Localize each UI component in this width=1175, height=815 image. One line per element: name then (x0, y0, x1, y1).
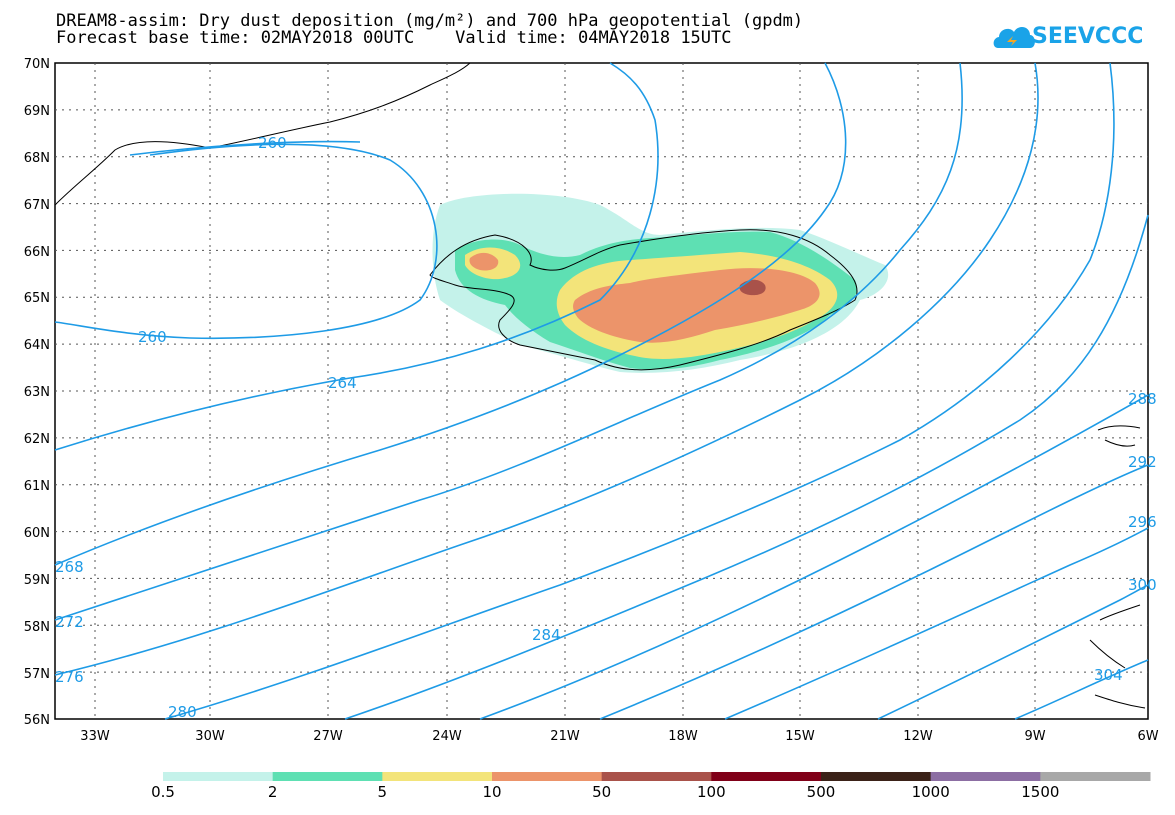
lat-label: 66N (24, 245, 50, 260)
lat-label: 65N (24, 291, 50, 306)
lon-label: 15W (785, 729, 815, 744)
legend-label: 1500 (1021, 783, 1060, 801)
legend-swatch (492, 772, 603, 781)
lat-label: 57N (24, 667, 50, 682)
contour-label: 260 (258, 134, 287, 152)
contour-label: 284 (532, 626, 561, 644)
contour-260-closed (54, 143, 438, 340)
contour-284 (344, 214, 1149, 720)
lat-label: 62N (24, 432, 50, 447)
contour-276 (54, 62, 1039, 676)
lon-label: 12W (903, 729, 933, 744)
contour-264 (54, 62, 659, 451)
longitude-labels: 33W 30W 27W 24W 21W 18W 15W 12W 9W 6W (80, 729, 1158, 744)
legend-colorbar (163, 772, 1151, 781)
lat-label: 68N (24, 151, 50, 166)
lat-label: 70N (24, 57, 50, 72)
contour-296 (724, 527, 1149, 720)
lat-label: 69N (24, 104, 50, 119)
legend-label: 500 (806, 783, 836, 801)
contour-label: 296 (1128, 513, 1157, 531)
legend-label: 5 (377, 783, 388, 801)
legend-swatch (930, 772, 1041, 781)
lat-label: 60N (24, 526, 50, 541)
lat-label: 59N (24, 573, 50, 588)
legend-swatch (163, 772, 274, 781)
contour-label: 276 (55, 668, 84, 686)
legend-swatch (821, 772, 932, 781)
legend-swatch (601, 772, 712, 781)
contour-304 (1014, 659, 1149, 720)
legend-label: 10 (482, 783, 502, 801)
contour-label: 280 (168, 703, 197, 721)
lon-label: 30W (195, 729, 225, 744)
dust-level-10 (469, 252, 820, 343)
lat-label: 64N (24, 338, 50, 353)
coastlines (54, 62, 1146, 709)
contour-label: 264 (328, 374, 357, 392)
contour-292 (599, 464, 1149, 720)
geopotential-contours (54, 62, 1149, 720)
logo-text: SEEVCCC (1032, 24, 1144, 49)
contour-288 (479, 394, 1149, 720)
contour-300 (877, 584, 1149, 720)
contour-268 (54, 62, 847, 566)
legend-swatch (382, 772, 493, 781)
contour-label: 288 (1128, 390, 1157, 408)
lat-label: 63N (24, 385, 50, 400)
legend-swatch (272, 772, 383, 781)
lat-label: 58N (24, 620, 50, 635)
lon-label: 9W (1024, 729, 1045, 744)
contour-label: 272 (55, 613, 84, 631)
dust-deposition-field (432, 193, 889, 373)
lon-label: 33W (80, 729, 110, 744)
contour-label: 268 (55, 558, 84, 576)
legend-label: 0.5 (151, 783, 175, 801)
contour-label: 304 (1094, 666, 1123, 684)
graticule (55, 63, 1148, 719)
lat-label: 56N (24, 713, 50, 728)
lon-label: 21W (550, 729, 580, 744)
contour-260-north (129, 140, 361, 156)
contour-label: 260 (138, 328, 167, 346)
legend-swatch (711, 772, 822, 781)
iceland-coast (429, 229, 858, 371)
greenland-coast (54, 62, 471, 206)
legend-label: 50 (592, 783, 612, 801)
legend-label: 1000 (911, 783, 950, 801)
lon-label: 18W (668, 729, 698, 744)
lat-label: 67N (24, 198, 50, 213)
contour-label: 300 (1128, 576, 1157, 594)
contour-272 (54, 62, 963, 621)
lon-label: 27W (313, 729, 343, 744)
cloud-logo-icon (993, 26, 1035, 48)
latitude-labels: 70N 69N 68N 67N 66N 65N 64N 63N 62N 61N … (24, 57, 50, 728)
scotland-coast (1089, 604, 1146, 709)
map-title: DREAM8-assim: Dry dust deposition (mg/m²… (56, 11, 804, 31)
faroes-coast (1097, 425, 1141, 447)
map-subtitle: Forecast base time: 02MAY2018 00UTC Vali… (56, 28, 732, 48)
contour-labels: 260 260 264 268 272 276 280 284 288 292 … (55, 134, 1157, 721)
lon-label: 6W (1137, 729, 1158, 744)
legend-label: 2 (267, 783, 278, 801)
legend-swatch (1040, 772, 1151, 781)
lon-label: 24W (432, 729, 462, 744)
contour-label: 292 (1128, 453, 1157, 471)
legend-label: 100 (697, 783, 726, 801)
contour-280 (164, 62, 1115, 720)
lat-label: 61N (24, 479, 50, 494)
